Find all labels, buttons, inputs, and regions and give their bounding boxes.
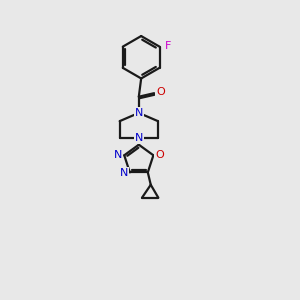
Text: F: F [165,41,171,51]
Text: N: N [120,168,128,178]
Text: N: N [135,108,143,118]
Text: N: N [114,150,122,160]
Text: N: N [135,133,143,143]
Text: O: O [155,150,164,160]
Text: O: O [156,87,165,97]
